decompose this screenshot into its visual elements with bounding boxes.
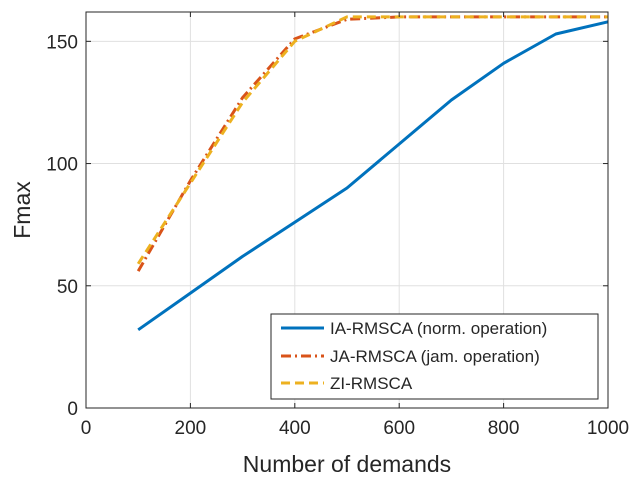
y-axis-label: Fmax [9, 181, 35, 239]
y-tick-label: 0 [67, 399, 78, 420]
x-tick-label: 600 [383, 418, 415, 439]
plot-area-frame [85, 11, 609, 409]
x-tick-label: 200 [175, 418, 207, 439]
x-tick-label: 0 [81, 418, 92, 439]
tick-labels: 0 200 400 600 800 1000 0 50 100 150 [46, 32, 629, 439]
y-tick-label: 50 [57, 277, 78, 298]
series-line-0 [137, 20, 609, 332]
x-tick-label: 400 [279, 418, 311, 439]
series-line-2 [136, 15, 608, 265]
x-tick-label: 1000 [587, 418, 629, 439]
y-tick-label: 150 [46, 32, 78, 53]
series-line-1 [136, 15, 608, 272]
x-axis-label: Number of demands [243, 451, 451, 477]
legend: IA-RMSCA (norm. operation) JA-RMSCA (jam… [270, 313, 599, 400]
series-lines [136, 15, 609, 332]
axis-ticks [85, 12, 609, 409]
y-tick-label: 100 [46, 155, 78, 176]
legend-label-ja-rmsca: JA-RMSCA (jam. operation) [330, 347, 540, 366]
legend-box [270, 313, 599, 400]
x-tick-label: 800 [488, 418, 520, 439]
legend-label-ia-rmsca: IA-RMSCA (norm. operation) [330, 319, 547, 338]
legend-label-zi-rmsca: ZI-RMSCA [330, 374, 413, 393]
